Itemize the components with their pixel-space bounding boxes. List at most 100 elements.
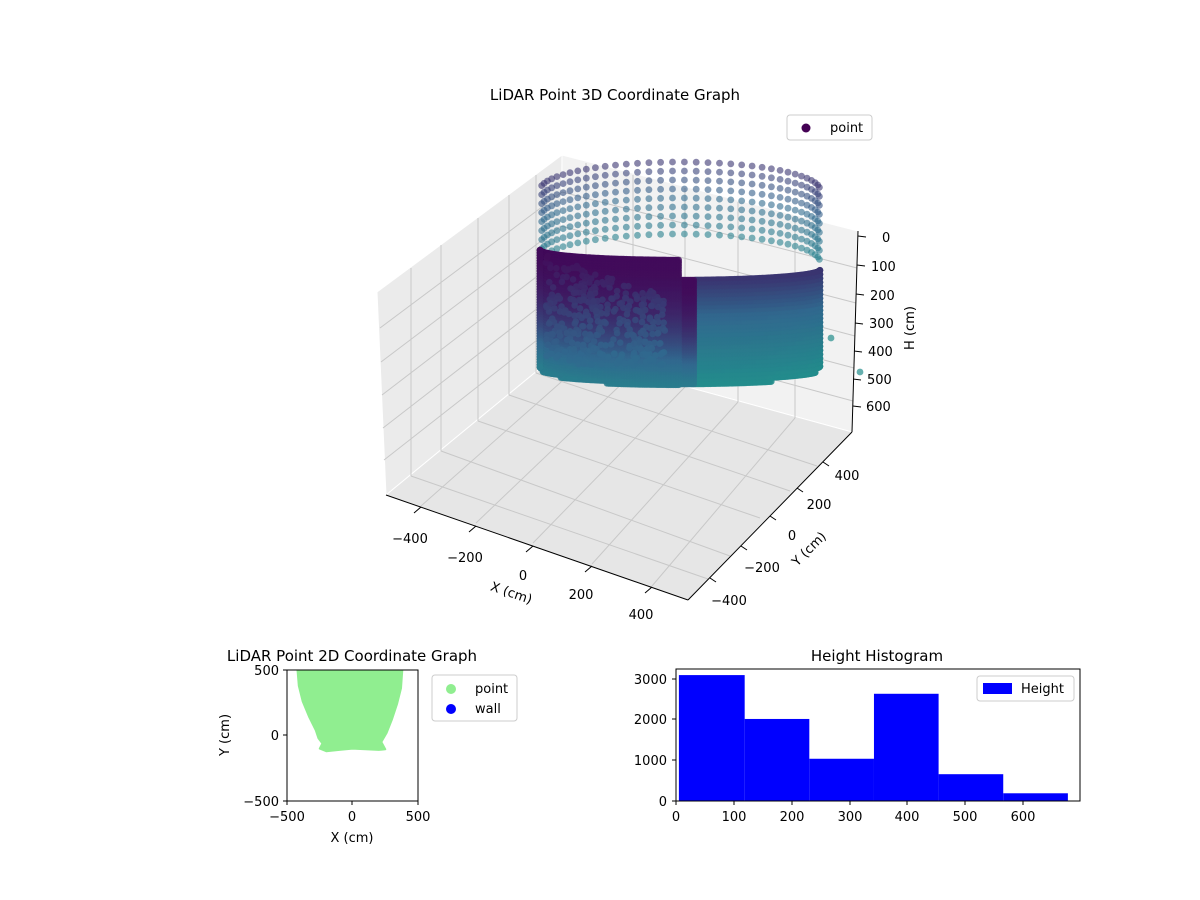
cloud-point (554, 209, 561, 216)
cloud-point (768, 219, 775, 226)
cloud-point (749, 217, 756, 224)
cloud-point (716, 160, 723, 167)
cloud-point (705, 186, 712, 193)
cloud-point (749, 190, 756, 197)
cloud-point (768, 210, 775, 217)
cloud-point (669, 159, 676, 166)
cloud-point (554, 218, 561, 225)
cloud-point (693, 168, 700, 175)
cloud-point (574, 231, 581, 238)
cloud-point (623, 233, 630, 240)
cloud-point (716, 187, 723, 194)
cloud-point (693, 186, 700, 193)
cloud-point (768, 201, 775, 208)
cloud-point (759, 200, 766, 207)
cloud-point (785, 223, 792, 230)
cloud-point (592, 209, 599, 216)
cloud-point (657, 231, 664, 238)
cloud-point (705, 222, 712, 229)
cloud-point (768, 228, 775, 235)
cloud-point (681, 186, 688, 193)
cloud-point (759, 227, 766, 234)
cloud-point (646, 204, 653, 211)
cloud-point (727, 161, 734, 168)
cloud-point (583, 193, 590, 200)
cloud-point (727, 197, 734, 204)
cloud-point (567, 214, 574, 221)
cloud-point (560, 216, 567, 223)
cloud-point (646, 177, 653, 184)
cloud-point (693, 159, 700, 166)
cloud-point (816, 247, 823, 254)
cloud-point (592, 200, 599, 207)
cloud-point (777, 194, 784, 201)
cloud-point (816, 202, 823, 209)
cloud-point (634, 214, 641, 221)
cloud-point (777, 176, 784, 183)
cloud-point (634, 169, 641, 176)
cloud-point (768, 165, 775, 172)
cloud-point (738, 207, 745, 214)
cloud-point (681, 168, 688, 175)
cloud-point (792, 171, 799, 178)
cloud-point (785, 178, 792, 185)
cloud-point (716, 232, 723, 239)
cloud-point (554, 182, 561, 189)
cloud-point (749, 235, 756, 242)
cloud-point (785, 241, 792, 248)
cloud-point (560, 243, 567, 250)
cloud-point (738, 162, 745, 169)
cloud-point (727, 206, 734, 213)
cloud-point (777, 185, 784, 192)
cloud-point (759, 182, 766, 189)
cloud-point (623, 170, 630, 177)
cloud-point (768, 174, 775, 181)
cloud-point (634, 178, 641, 185)
cloud-point (567, 232, 574, 239)
cloud-point (634, 223, 641, 230)
cloud-point (560, 171, 567, 178)
cloud-point (623, 206, 630, 213)
cloud-point (727, 170, 734, 177)
cloud-point (634, 160, 641, 167)
cloud-point (583, 202, 590, 209)
cloud-point (749, 163, 756, 170)
cloud-point (646, 195, 653, 202)
cloud-point (669, 195, 676, 202)
cloud-point (646, 186, 653, 193)
cloud-point (681, 177, 688, 184)
cloud-point (567, 196, 574, 203)
cloud-point (792, 189, 799, 196)
cloud-point (705, 177, 712, 184)
cloud-point (693, 231, 700, 238)
cloud-point (816, 184, 823, 191)
cloud-point (681, 231, 688, 238)
cloud-point (816, 256, 823, 263)
cloud-point (693, 213, 700, 220)
cloud-point (554, 173, 561, 180)
cloud-point (669, 231, 676, 238)
cloud-point (759, 191, 766, 198)
cloud-point (716, 169, 723, 176)
cloud-point (574, 213, 581, 220)
cloud-point (669, 186, 676, 193)
cloud-point (681, 222, 688, 229)
cloud-point (554, 236, 561, 243)
cloud-point (693, 195, 700, 202)
cloud-point (768, 237, 775, 244)
cloud-point (567, 223, 574, 230)
cloud-point (777, 203, 784, 210)
cloud-point (777, 239, 784, 246)
cloud-point (681, 159, 688, 166)
cloud-point (792, 180, 799, 187)
cloud-point (716, 214, 723, 221)
cloud-point (669, 204, 676, 211)
cloud-point (560, 225, 567, 232)
cloud-point (567, 205, 574, 212)
cloud-point (634, 205, 641, 212)
cloud-point (693, 222, 700, 229)
cloud-point (560, 234, 567, 241)
cloud-point (612, 171, 619, 178)
cloud-point (738, 189, 745, 196)
cloud-point (592, 191, 599, 198)
